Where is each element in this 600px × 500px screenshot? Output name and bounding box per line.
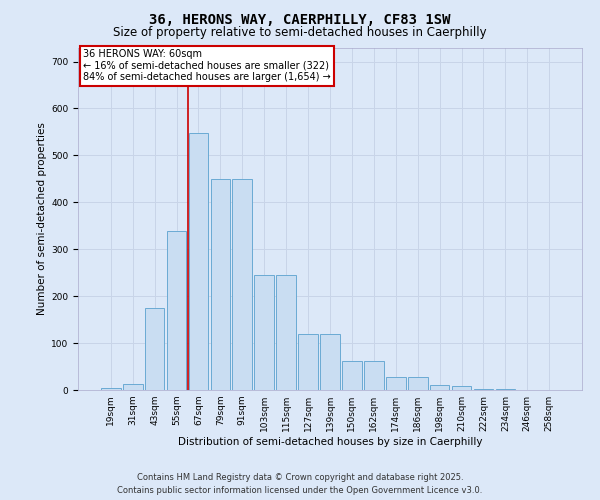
Bar bbox=[298, 334, 318, 390]
Bar bbox=[232, 179, 252, 390]
Bar bbox=[101, 388, 121, 390]
X-axis label: Distribution of semi-detached houses by size in Caerphilly: Distribution of semi-detached houses by … bbox=[178, 437, 482, 447]
Bar bbox=[123, 384, 143, 390]
Bar bbox=[145, 308, 164, 390]
Bar bbox=[386, 378, 406, 390]
Bar bbox=[473, 388, 493, 390]
Text: 36 HERONS WAY: 60sqm
← 16% of semi-detached houses are smaller (322)
84% of semi: 36 HERONS WAY: 60sqm ← 16% of semi-detac… bbox=[83, 49, 331, 82]
Bar bbox=[211, 179, 230, 390]
Bar bbox=[364, 361, 384, 390]
Bar bbox=[320, 334, 340, 390]
Bar bbox=[167, 232, 187, 390]
Y-axis label: Number of semi-detached properties: Number of semi-detached properties bbox=[37, 122, 47, 315]
Text: Size of property relative to semi-detached houses in Caerphilly: Size of property relative to semi-detach… bbox=[113, 26, 487, 39]
Bar bbox=[408, 378, 428, 390]
Bar bbox=[254, 275, 274, 390]
Bar bbox=[452, 386, 472, 390]
Bar bbox=[496, 389, 515, 390]
Bar bbox=[342, 361, 362, 390]
Bar bbox=[430, 386, 449, 390]
Bar bbox=[188, 133, 208, 390]
Text: Contains HM Land Registry data © Crown copyright and database right 2025.
Contai: Contains HM Land Registry data © Crown c… bbox=[118, 474, 482, 495]
Text: 36, HERONS WAY, CAERPHILLY, CF83 1SW: 36, HERONS WAY, CAERPHILLY, CF83 1SW bbox=[149, 12, 451, 26]
Bar bbox=[276, 275, 296, 390]
